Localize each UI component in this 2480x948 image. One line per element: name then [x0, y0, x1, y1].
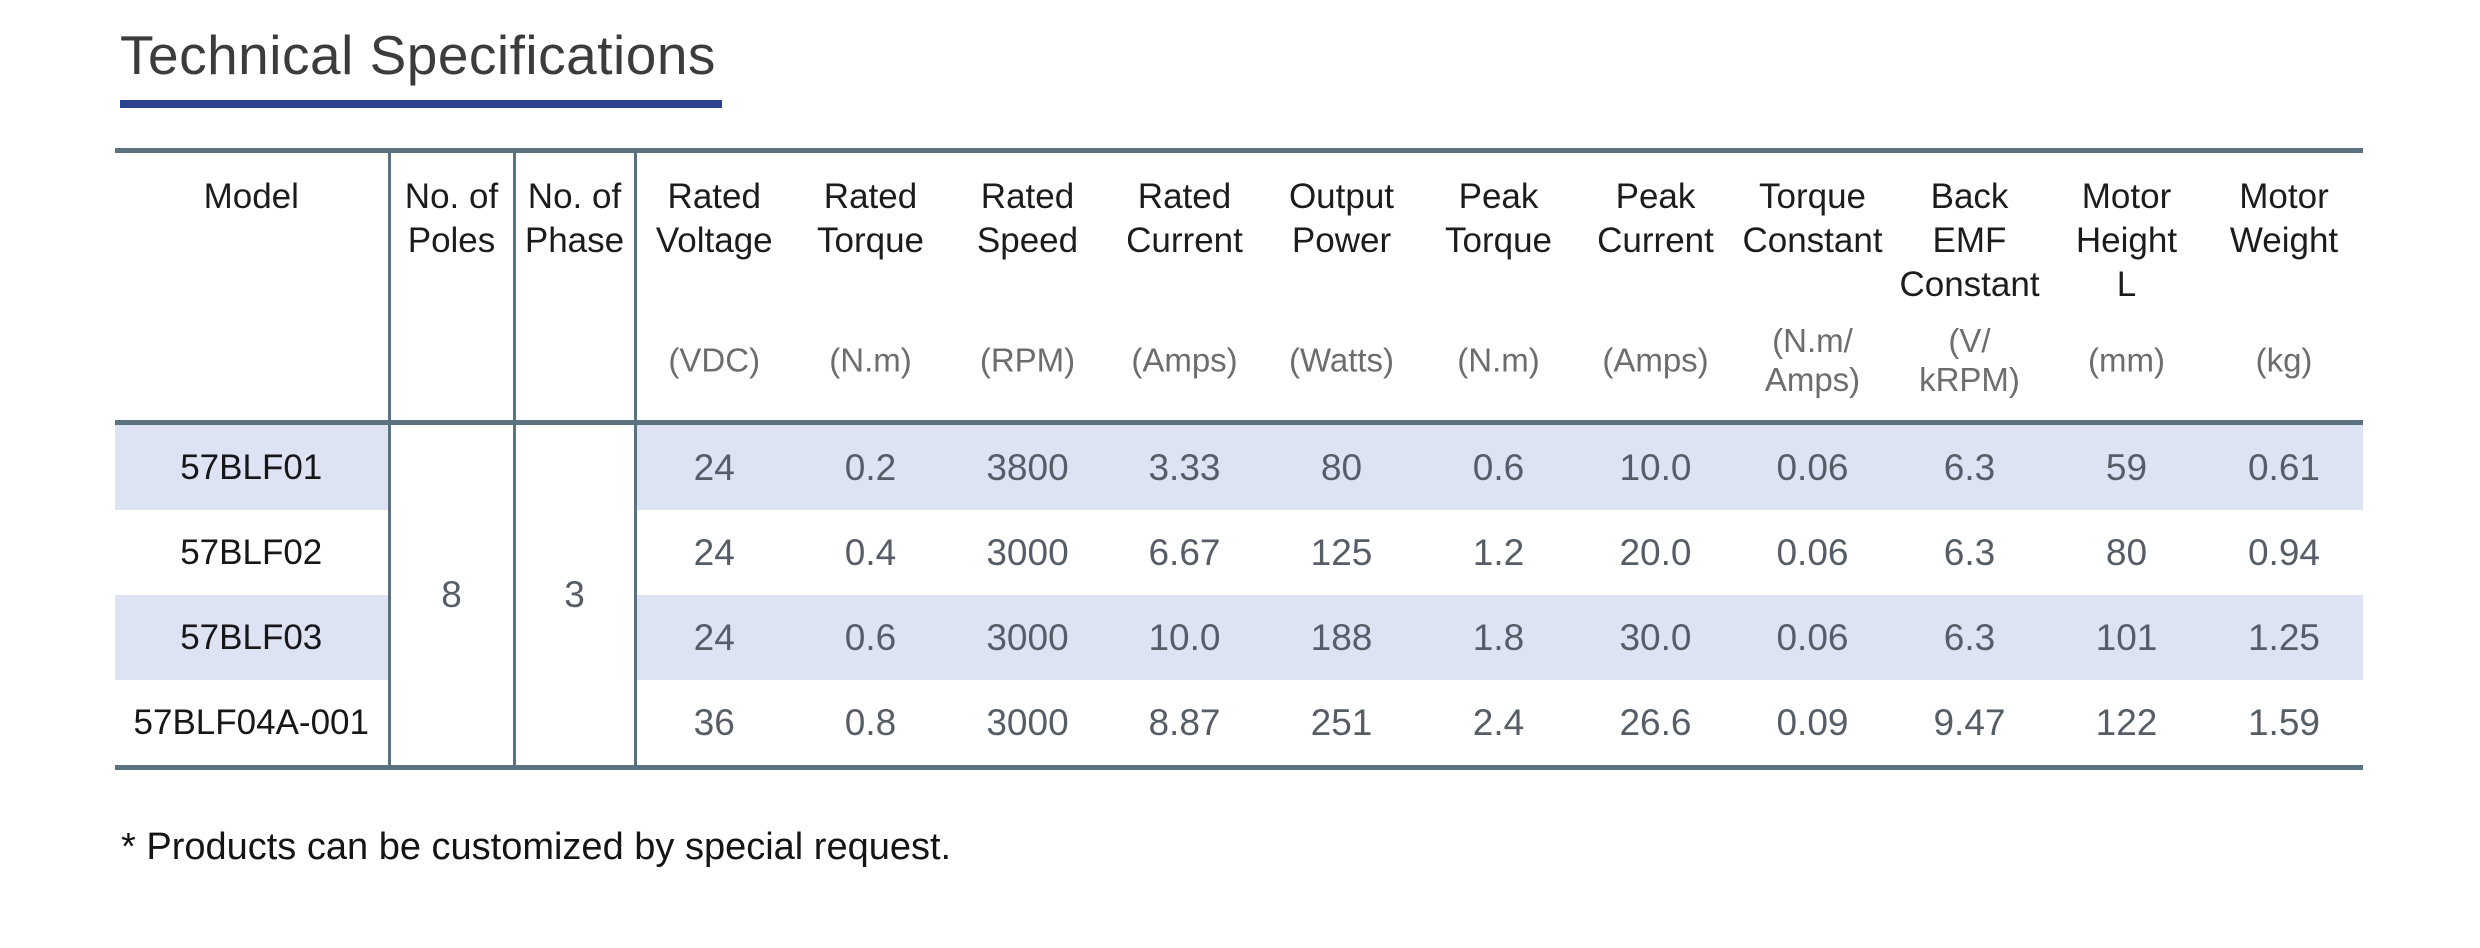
cell-rated-voltage: 24: [693, 531, 735, 573]
cell-model: 57BLF03: [115, 595, 389, 680]
cell-model: 57BLF04A-001: [133, 702, 369, 742]
header-back-emf-constant: Back EMF Constant (V/ kRPM): [1891, 151, 2048, 423]
header-rated-speed: Rated Speed (RPM): [949, 151, 1106, 423]
cell-rated-torque: 0.2: [792, 422, 949, 510]
cell-rated-voltage: 36: [693, 701, 735, 743]
cell-peak-current: 30.0: [1577, 595, 1734, 680]
cell-peak-torque: 1.2: [1472, 531, 1525, 573]
cell-motor-height: 59: [2048, 422, 2205, 510]
header-torque-constant-unit: (N.m/ Amps): [1764, 322, 1861, 398]
header-rated-speed-unit: (RPM): [979, 341, 1076, 379]
header-rated-speed-label: Rated Speed: [976, 177, 1079, 260]
cell-no-of-poles: 8: [387, 422, 516, 768]
cell-peak-current: 26.6: [1619, 701, 1692, 743]
cell-back-emf-constant: 6.3: [1891, 422, 2048, 510]
header-motor-weight: Motor Weight (kg): [2205, 151, 2363, 423]
header-rated-torque-label: Rated Torque: [816, 177, 925, 260]
table-row-57blf01: 57BLF01 8 3 24 0.2 3800 3.33 80 0.6 10.0…: [115, 422, 2363, 768]
header-model: Model: [115, 151, 389, 423]
header-rated-current-unit: (Amps): [1131, 341, 1238, 379]
cell-torque-constant: 0.06: [1734, 595, 1891, 680]
cell-peak-torque: 0.6: [1420, 422, 1577, 510]
header-rated-voltage-label: Rated Voltage: [655, 177, 773, 260]
cell-rated-speed: 3000: [986, 701, 1069, 743]
header-rated-current: Rated Current (Amps): [1106, 151, 1263, 423]
header-peak-current: Peak Current (Amps): [1577, 151, 1734, 423]
header-no-of-poles: No. of Poles: [387, 150, 516, 423]
cell-back-emf-constant: 9.47: [1933, 701, 2006, 743]
cell-rated-speed: 3000: [949, 595, 1106, 680]
header-motor-height-label: Motor Height L: [2075, 177, 2178, 304]
cell-peak-current: 20.0: [1619, 531, 1692, 573]
header-torque-constant: Torque Constant (N.m/ Amps): [1734, 151, 1891, 423]
header-no-of-poles-label: No. of Poles: [404, 177, 499, 260]
header-output-power: Output Power (Watts): [1263, 151, 1420, 423]
header-back-emf-constant-unit: (V/ kRPM): [1919, 322, 2020, 398]
header-rated-current-label: Rated Current: [1126, 177, 1243, 260]
header-motor-weight-unit: (kg): [2255, 341, 2313, 379]
header-rated-torque: Rated Torque (N.m): [792, 151, 949, 423]
table-header-row: Model No. of Poles No. of Phase Rated Vo…: [115, 150, 2363, 423]
cell-motor-height: 80: [2105, 531, 2148, 573]
cell-peak-torque: 2.4: [1472, 701, 1525, 743]
header-output-power-unit: (Watts): [1288, 341, 1395, 379]
header-rated-voltage: Rated Voltage (VDC): [635, 151, 792, 423]
table-row-57blf02: 57BLF02 24 0.4 3000 6.67 125 1.2 20.0 0.…: [115, 510, 2363, 595]
page-title: Technical Specifications: [120, 22, 722, 108]
header-back-emf-constant-label: Back EMF Constant: [1899, 177, 2040, 304]
cell-back-emf-constant: 6.3: [1891, 595, 2048, 680]
cell-torque-constant: 0.06: [1734, 422, 1891, 510]
table-row-57blf04a-001: 57BLF04A-001 36 0.8 3000 8.87 251 2.4 26…: [115, 680, 2363, 768]
cell-motor-weight: 0.61: [2205, 422, 2363, 510]
header-motor-height: Motor Height L (mm): [2048, 151, 2205, 423]
cell-rated-current: 3.33: [1106, 422, 1263, 510]
header-peak-current-unit: (Amps): [1602, 341, 1709, 379]
header-motor-height-unit: (mm): [2088, 341, 2165, 379]
cell-rated-current: 8.87: [1148, 701, 1221, 743]
cell-rated-speed: 3800: [949, 422, 1106, 510]
cell-motor-weight: 1.59: [2247, 701, 2320, 743]
header-model-label: Model: [203, 177, 299, 216]
cell-model: 57BLF02: [180, 532, 323, 572]
header-output-power-label: Output Power: [1288, 177, 1395, 260]
header-peak-torque-unit: (N.m): [1457, 341, 1540, 379]
table-row-57blf03: 57BLF03 24 0.6 3000 10.0 188 1.8 30.0 0.…: [115, 595, 2363, 680]
cell-motor-weight: 0.94: [2247, 531, 2320, 573]
cell-back-emf-constant: 6.3: [1943, 531, 1996, 573]
cell-rated-speed: 3000: [986, 531, 1069, 573]
cell-rated-current: 10.0: [1106, 595, 1263, 680]
cell-output-power: 188: [1263, 595, 1420, 680]
header-peak-current-label: Peak Current: [1597, 177, 1714, 260]
cell-rated-voltage: 24: [635, 595, 792, 680]
cell-peak-current: 10.0: [1577, 422, 1734, 510]
cell-motor-height: 122: [2095, 701, 2158, 743]
header-peak-torque-label: Peak Torque: [1444, 177, 1553, 260]
header-no-of-phase-label: No. of Phase: [524, 177, 625, 260]
header-rated-voltage-unit: (VDC): [668, 341, 761, 379]
cell-rated-torque: 0.4: [844, 531, 897, 573]
cell-model: 57BLF01: [115, 422, 389, 510]
header-peak-torque: Peak Torque (N.m): [1420, 151, 1577, 423]
header-no-of-phase: No. of Phase: [512, 150, 637, 423]
header-torque-constant-label: Torque Constant: [1742, 177, 1883, 260]
header-rated-torque-unit: (N.m): [829, 341, 912, 379]
cell-no-of-phase: 3: [512, 422, 637, 768]
cell-motor-height: 101: [2048, 595, 2205, 680]
spec-table: Model No. of Poles No. of Phase Rated Vo…: [115, 148, 2363, 770]
cell-peak-torque: 1.8: [1420, 595, 1577, 680]
header-motor-weight-label: Motor Weight: [2229, 177, 2339, 260]
footnote: * Products can be customized by special …: [121, 826, 952, 868]
cell-output-power: 125: [1310, 531, 1373, 573]
cell-rated-torque: 0.6: [792, 595, 949, 680]
spec-page: Technical Specifications Model No. of Po…: [115, 22, 2363, 868]
cell-output-power: 251: [1310, 701, 1373, 743]
cell-torque-constant: 0.09: [1776, 701, 1849, 743]
cell-rated-current: 6.67: [1148, 531, 1221, 573]
cell-output-power: 80: [1263, 422, 1420, 510]
cell-rated-torque: 0.8: [844, 701, 897, 743]
cell-motor-weight: 1.25: [2205, 595, 2363, 680]
cell-rated-voltage: 24: [635, 422, 792, 510]
cell-torque-constant: 0.06: [1776, 531, 1849, 573]
